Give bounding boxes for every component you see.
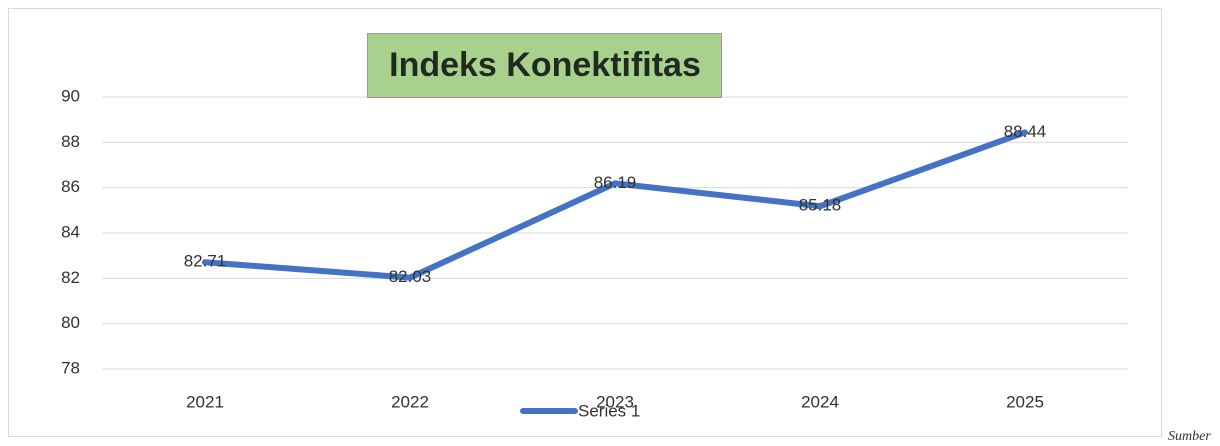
data-label: 86.19 xyxy=(594,173,637,192)
y-tick-label: 82 xyxy=(61,268,80,287)
y-tick-label: 84 xyxy=(61,222,80,241)
data-label: 82.71 xyxy=(184,252,227,271)
y-tick-label: 86 xyxy=(61,177,80,196)
x-tick-label: 2024 xyxy=(801,392,839,411)
series-line xyxy=(202,129,1028,281)
y-tick-label: 90 xyxy=(61,86,80,105)
chart-title: Indeks Konektifitas xyxy=(389,46,701,84)
data-label: 82.03 xyxy=(389,267,432,286)
data-label: 85.18 xyxy=(799,196,842,215)
y-tick-label: 88 xyxy=(61,132,80,151)
note: Sumber xyxy=(1168,429,1211,444)
x-tick-label: 2022 xyxy=(391,392,429,411)
x-tick-label: 2021 xyxy=(186,392,224,411)
title-box xyxy=(367,33,722,98)
y-tick-label: 80 xyxy=(61,313,80,332)
legend-label: Series 1 xyxy=(578,401,640,420)
data-label: 88.44 xyxy=(1004,122,1047,141)
y-tick-label: 78 xyxy=(61,358,80,377)
x-tick-label: 2025 xyxy=(1006,392,1044,411)
x-tick-label: 2023 xyxy=(596,392,634,411)
